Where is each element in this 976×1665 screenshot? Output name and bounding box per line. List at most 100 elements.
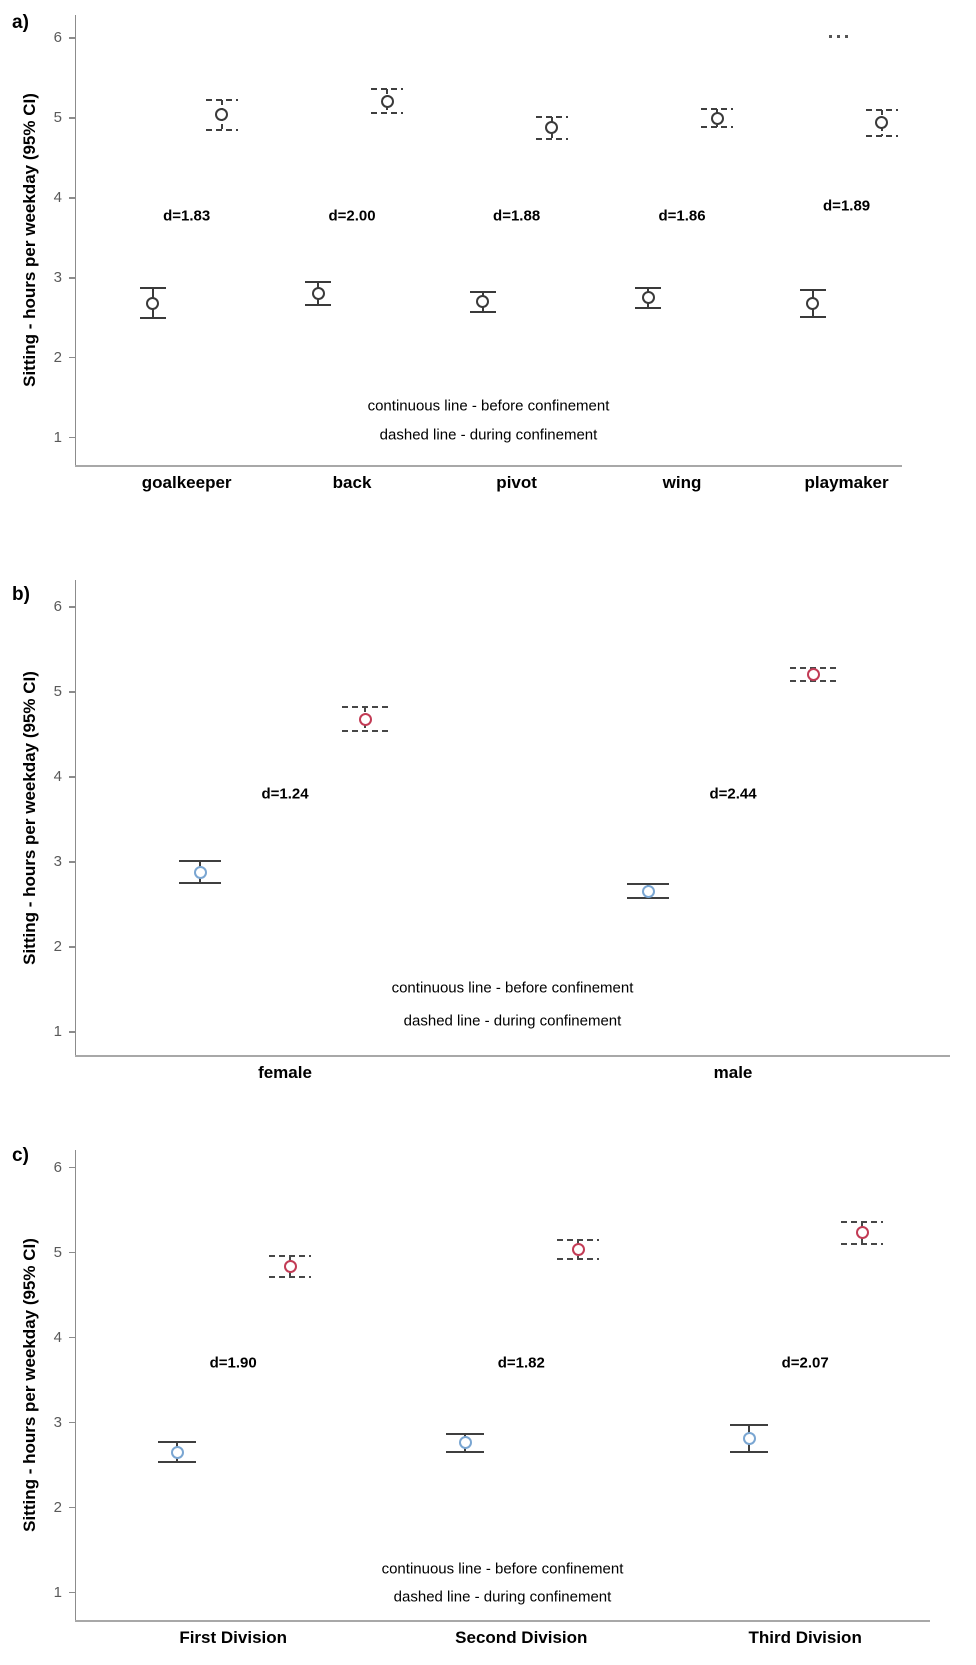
y-axis-title: Sitting - hours per weekday (95% CI) [20, 93, 39, 387]
x-axis-line [75, 1620, 930, 1622]
category-label: playmaker [804, 473, 889, 492]
x-axis-line [75, 1055, 950, 1057]
legend-annotation: dashed line - during confinement [393, 1588, 612, 1606]
y-tick-mark [69, 861, 75, 863]
legend-annotation: continuous line - before confinement [391, 979, 634, 997]
marker-circle-before [742, 1431, 756, 1445]
y-tick-label: 3 [53, 268, 62, 286]
y-tick-label: 3 [53, 853, 62, 871]
error-bar-cap-bottom-dashed [841, 1243, 884, 1246]
legend-annotation: dashed line - during confinement [403, 1012, 622, 1030]
effect-size-label: d=1.86 [658, 207, 706, 225]
error-bar-cap-bottom-solid [179, 882, 221, 885]
marker-circle-before [146, 297, 160, 311]
y-tick-label: 6 [53, 598, 62, 616]
marker-circle-during [571, 1242, 585, 1256]
panel-c: c) Sitting - hours per weekday (95% CI) 1 2… [0, 1085, 976, 1665]
error-bar-cap-bottom-solid [139, 316, 166, 319]
y-tick-mark [69, 946, 75, 948]
y-tick-mark [69, 1506, 75, 1509]
effect-size-label: d=1.24 [261, 785, 309, 803]
y-tick-label: 2 [53, 938, 62, 956]
category-label: pivot [496, 473, 537, 492]
error-bar-cap-bottom-solid [446, 1450, 485, 1453]
category-label: First Division [179, 1628, 288, 1647]
y-tick-label: 1 [53, 1583, 62, 1601]
y-tick-mark [69, 1421, 75, 1424]
error-bar-cap-bottom-dashed [535, 137, 568, 140]
error-bar-cap-bottom-dashed [371, 111, 404, 114]
marker-circle-during [806, 667, 820, 681]
effect-size-label: d=2.07 [781, 1354, 829, 1372]
y-tick-mark [69, 1166, 75, 1169]
legend-annotation: dashed line - during confinement [379, 426, 598, 444]
y-tick-label: 6 [53, 1158, 62, 1176]
y-tick-mark [69, 1591, 75, 1594]
legend-annotation: continuous line - before confinement [367, 397, 610, 415]
y-tick-mark [69, 691, 75, 693]
y-tick-label: 1 [53, 1023, 62, 1041]
y-tick-label: 5 [53, 683, 62, 701]
marker-circle-during [710, 111, 724, 125]
error-bar-cap-bottom-dashed [269, 1276, 312, 1279]
y-tick-mark [69, 37, 75, 39]
error-bar-cap-bottom-dashed [701, 125, 734, 128]
error-bar-cap-bottom-solid [469, 311, 496, 314]
y-tick-mark [69, 436, 75, 439]
error-bar-cap-bottom-solid [799, 316, 826, 319]
panel-a: a) Sitting - hours per weekday (95% CI) 1 2… [0, 0, 976, 530]
marker-circle-before [476, 295, 490, 309]
y-tick-label: 4 [53, 189, 62, 207]
y-tick-mark [69, 606, 75, 608]
x-axis-line [75, 465, 902, 467]
category-label: Third Division [748, 1628, 862, 1647]
error-bar-cap-bottom-dashed [865, 134, 898, 137]
effect-size-label: d=1.82 [497, 1354, 545, 1372]
marker-circle-before [458, 1435, 472, 1449]
marker-circle-during [545, 121, 559, 135]
y-tick-mark [69, 276, 75, 279]
error-bar-cap-bottom-solid [635, 306, 662, 309]
panel-letter: b) [12, 584, 30, 605]
error-bar-cap-bottom-dashed [790, 680, 836, 683]
category-label: wing [662, 473, 702, 492]
y-tick-label: 2 [53, 1498, 62, 1516]
error-bar-cap-bottom-solid [305, 304, 332, 307]
y-tick-label: 5 [53, 109, 62, 127]
effect-size-label: d=1.90 [209, 1354, 257, 1372]
marker-circle-during [283, 1259, 297, 1273]
artifact-dots [828, 34, 851, 38]
y-tick-mark [69, 1031, 75, 1033]
panel-b: b) Sitting - hours per weekday (95% CI) 1 2… [0, 530, 976, 1085]
effect-size-label: d=1.89 [823, 197, 871, 215]
y-tick-label: 3 [53, 1413, 62, 1431]
error-bar-cap-bottom-dashed [205, 129, 238, 132]
category-label: male [713, 1063, 753, 1082]
legend-annotation: continuous line - before confinement [381, 1560, 624, 1578]
error-bar-cap-bottom-solid [158, 1460, 197, 1463]
marker-circle-before [170, 1446, 184, 1460]
y-axis-title: Sitting - hours per weekday (95% CI) [20, 1238, 39, 1532]
y-tick-label: 1 [53, 428, 62, 446]
y-tick-label: 2 [53, 348, 62, 366]
error-bar-cap-bottom-dashed [342, 730, 388, 733]
y-tick-mark [69, 117, 75, 119]
category-label: Second Division [455, 1628, 588, 1647]
panel-letter: a) [12, 12, 29, 33]
y-tick-label: 5 [53, 1243, 62, 1261]
marker-circle-during [875, 116, 889, 130]
marker-circle-during [380, 94, 394, 108]
marker-circle-during [215, 108, 229, 122]
effect-size-label: d=1.88 [493, 207, 541, 225]
marker-circle-before [641, 291, 655, 305]
y-axis-line [75, 15, 76, 465]
effect-size-label: d=2.44 [709, 785, 757, 803]
error-bar-cap-bottom-solid [730, 1450, 769, 1453]
category-label: goalkeeper [141, 473, 232, 492]
marker-circle-before [641, 884, 655, 898]
y-tick-mark [69, 1336, 75, 1339]
y-axis-line [75, 1150, 76, 1620]
error-bar-cap-bottom-solid [627, 896, 669, 899]
category-label: back [332, 473, 372, 492]
marker-circle-before [806, 297, 820, 311]
